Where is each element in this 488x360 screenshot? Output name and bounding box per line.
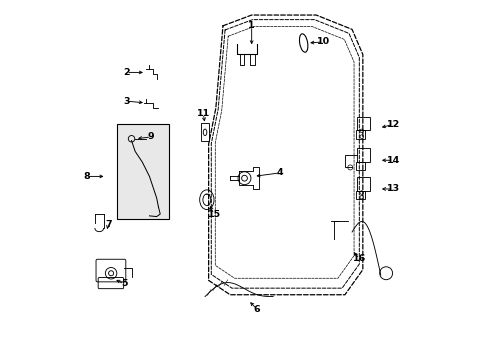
Text: 2: 2 xyxy=(122,68,129,77)
Text: 7: 7 xyxy=(105,220,111,229)
Bar xyxy=(117,125,169,220)
Text: 16: 16 xyxy=(352,255,365,264)
Bar xyxy=(355,191,364,199)
Text: 14: 14 xyxy=(386,156,399,165)
Text: 8: 8 xyxy=(83,172,90,181)
Text: 4: 4 xyxy=(277,168,283,177)
Bar xyxy=(357,177,369,191)
Text: 3: 3 xyxy=(122,96,129,105)
Text: 10: 10 xyxy=(316,37,329,46)
Text: 13: 13 xyxy=(386,184,399,193)
Text: 6: 6 xyxy=(253,305,260,314)
Text: 9: 9 xyxy=(148,132,154,141)
Bar xyxy=(357,117,369,130)
Text: 1: 1 xyxy=(248,21,254,30)
Bar xyxy=(201,123,209,141)
Text: 12: 12 xyxy=(386,120,399,129)
Text: 15: 15 xyxy=(207,210,220,219)
Bar xyxy=(355,162,364,170)
Text: 11: 11 xyxy=(196,109,209,118)
Bar xyxy=(357,148,369,162)
Bar xyxy=(355,130,364,139)
Text: 5: 5 xyxy=(121,279,127,288)
